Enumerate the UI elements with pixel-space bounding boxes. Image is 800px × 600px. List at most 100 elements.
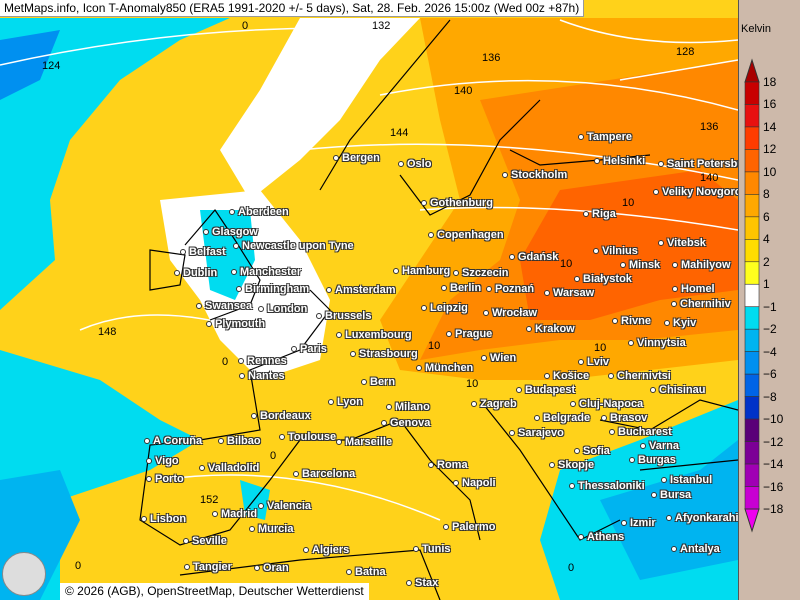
city-label-dublin: Dublin xyxy=(174,267,217,280)
legend-tick: 10 xyxy=(763,164,777,179)
legend-tick: 12 xyxy=(763,142,777,157)
city-label-chisinau: Chisinau xyxy=(650,384,705,397)
city-label-seville: Seville xyxy=(183,535,227,548)
city-label-manchester: Manchester xyxy=(231,266,301,279)
isoline-label: 0 xyxy=(568,562,575,574)
colorbar-segment xyxy=(744,463,760,487)
city-label-strasbourg: Strasbourg xyxy=(350,348,418,361)
city-label-gda-sk: Gdańsk xyxy=(509,251,558,264)
legend-tick: 18 xyxy=(763,75,777,89)
colorbar-segment xyxy=(744,396,760,420)
colorbar-segment xyxy=(744,328,760,352)
city-label-varna: Varna xyxy=(640,440,679,453)
isoline-label: 148 xyxy=(98,326,117,338)
city-label-belfast: Belfast xyxy=(180,246,226,259)
city-label-riga: Riga xyxy=(583,208,616,221)
isoline-label: 132 xyxy=(372,20,391,32)
temperature-anomaly-map[interactable]: 132 124 136 140 144 128 136 140 148 152 10 10 10 10 10… xyxy=(0,0,738,600)
isoline-label: 0 xyxy=(242,20,249,32)
colorbar-segment xyxy=(744,283,760,308)
city-label-bia-ystok: Białystok xyxy=(574,273,632,286)
isoline-label: 0 xyxy=(222,356,229,368)
anomaly-field xyxy=(0,18,738,600)
isoline-label: 144 xyxy=(390,127,409,139)
city-label-vigo: Vigo xyxy=(146,455,179,468)
city-label-veliky-novgorod: Veliky Novgorod xyxy=(653,186,738,199)
city-label-ko-ice: Košice xyxy=(544,370,589,383)
city-label-genova: Genova xyxy=(381,417,430,430)
city-label-chernihiv: Chernihiv xyxy=(671,298,731,311)
colorbar-segment xyxy=(744,306,760,330)
legend-tick: −8 xyxy=(763,389,777,404)
city-label-stockholm: Stockholm xyxy=(502,169,567,182)
isoline-label: 0 xyxy=(270,450,277,462)
isoline-label: 140 xyxy=(454,85,473,97)
colorbar-segment xyxy=(744,351,760,375)
city-label-luxembourg: Luxembourg xyxy=(336,329,412,342)
city-label-homel: Homel xyxy=(672,283,715,296)
city-label-hamburg: Hamburg xyxy=(393,265,450,278)
credits: © 2026 (AGB), OpenStreetMap, Deutscher W… xyxy=(60,583,369,600)
colorbar-segment xyxy=(744,418,760,442)
cool-anomaly-northwest xyxy=(0,18,230,310)
city-label-palermo: Palermo xyxy=(443,521,495,534)
legend-tick: 2 xyxy=(763,254,770,269)
city-label-burgas: Burgas xyxy=(629,454,676,467)
city-label-thessaloniki: Thessaloniki xyxy=(569,480,645,493)
legend-tick: 16 xyxy=(763,97,777,112)
legend-tick: −2 xyxy=(763,322,777,337)
city-label-berlin: Berlin xyxy=(441,282,481,295)
city-label-oslo: Oslo xyxy=(398,158,431,171)
city-label-skopje: Skopje xyxy=(549,459,594,472)
city-label-bergen: Bergen xyxy=(333,152,380,165)
color-legend: Kelvin 18 16 14 12 10 8 6 4 2 1 −1 −2 −4 −6 −8 −10 −12 −1… xyxy=(738,0,800,600)
isoline-label: 152 xyxy=(200,494,219,506)
legend-tick: −1 xyxy=(763,299,777,314)
isoline-label: 136 xyxy=(700,121,719,133)
city-label-glasgow: Glasgow xyxy=(203,226,258,239)
city-label-milano: Milano xyxy=(386,401,430,414)
city-label-napoli: Napoli xyxy=(453,477,496,490)
colorbar xyxy=(744,58,760,533)
city-label-bilbao: Bilbao xyxy=(218,435,261,448)
legend-tick: −4 xyxy=(763,344,777,359)
city-label-lyon: Lyon xyxy=(328,396,363,409)
colorbar-segment xyxy=(744,441,760,465)
city-label-wroc-aw: Wrocław xyxy=(483,307,537,320)
city-label-newcastle-upon-tyne: Newcastle upon Tyne xyxy=(233,240,354,253)
legend-tick: −16 xyxy=(763,479,784,494)
city-label-mahilyow: Mahilyow xyxy=(672,259,731,272)
city-label-sofia: Sofia xyxy=(574,445,610,458)
city-label-valencia: Valencia xyxy=(258,500,311,513)
city-label-warsaw: Warsaw xyxy=(544,287,594,300)
city-label-zagreb: Zagreb xyxy=(471,398,517,411)
colorbar-segment xyxy=(744,126,760,150)
colorbar-segment xyxy=(744,261,760,285)
city-label-athens: Athens xyxy=(578,531,624,544)
city-label-toulouse: Toulouse xyxy=(279,431,336,444)
city-label-antalya: Antalya xyxy=(671,543,720,556)
colorbar-min-arrow xyxy=(744,508,760,533)
city-label-tunis: Tunis xyxy=(413,543,451,556)
city-label-lisbon: Lisbon xyxy=(141,513,186,526)
city-label-izmir: Izmir xyxy=(621,517,656,530)
city-label-nantes: Nantes xyxy=(239,370,285,383)
city-label-bordeaux: Bordeaux xyxy=(251,410,311,423)
city-label-afyonkarahisar: Afyonkarahisar xyxy=(666,512,738,525)
city-label-algiers: Algiers xyxy=(303,544,349,557)
neutral-north xyxy=(220,18,420,200)
city-label-swansea: Swansea xyxy=(196,300,252,313)
city-label-valladolid: Valladolid xyxy=(199,462,259,475)
legend-tick: −18 xyxy=(763,502,784,516)
metmaps-logo xyxy=(2,552,46,596)
city-label-paris: Paris xyxy=(291,343,327,356)
isoline-label: 10 xyxy=(466,378,479,390)
city-label-amsterdam: Amsterdam xyxy=(326,284,396,297)
isoline-label: 140 xyxy=(700,172,719,184)
city-label-a-coru-a: A Coruña xyxy=(144,435,202,448)
city-label-brasov: Brasov xyxy=(601,412,647,425)
cold-core-northwest xyxy=(0,30,60,100)
colorbar-max-arrow xyxy=(744,58,760,83)
city-label-minsk: Minsk xyxy=(620,259,660,272)
city-label-vitebsk: Vitebsk xyxy=(658,237,706,250)
